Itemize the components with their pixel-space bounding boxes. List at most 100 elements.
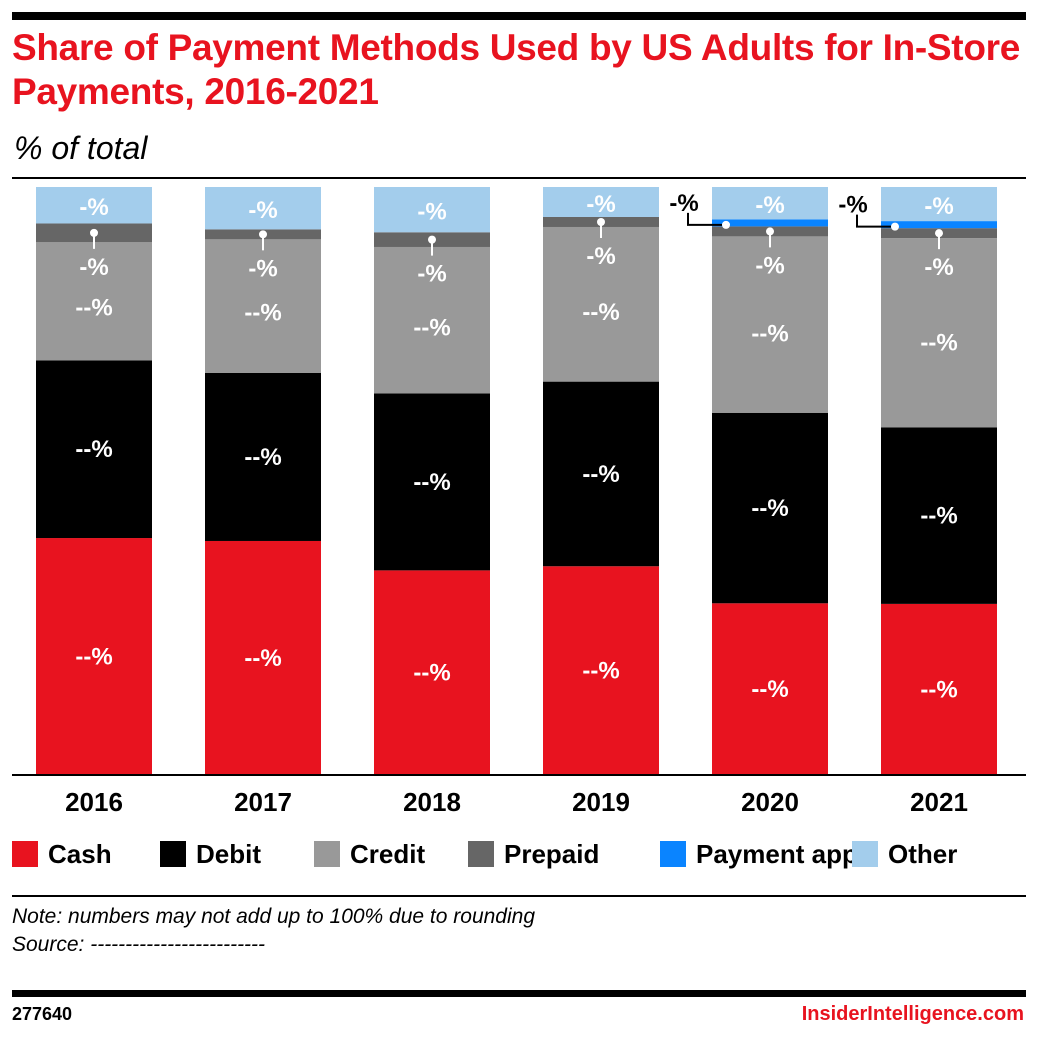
bar-2020-cash (712, 603, 828, 775)
legend-divider (12, 895, 1026, 897)
bar-2021-credit (881, 238, 997, 428)
bar-2017-other (205, 187, 321, 230)
callout-dot-2020-payment-app (722, 220, 730, 229)
data-label-2020-prepaid: -% (755, 252, 784, 279)
chart-subtitle: % of total (14, 130, 148, 166)
legend-swatch-cash (12, 841, 38, 867)
brand-link[interactable]: InsiderIntelligence.com (801, 1003, 1024, 1025)
legend-swatch-payment-app (660, 841, 686, 867)
data-label-2016-debit: --% (75, 436, 112, 463)
bar-2021-payment-app (881, 221, 997, 229)
legend-item-cash: Cash (12, 836, 112, 872)
header-divider (12, 177, 1026, 179)
data-label-2016-other: -% (79, 194, 108, 221)
data-label-2021-payment-app: -% (838, 192, 867, 219)
data-label-2021-debit: --% (920, 503, 957, 530)
legend-swatch-credit (314, 841, 340, 867)
footnote: Note: numbers may not add up to 100% due… (12, 905, 536, 928)
legend-item-prepaid: Prepaid (468, 836, 599, 872)
x-tick-2016: 2016 (65, 787, 123, 817)
callouts-group (90, 212, 943, 256)
callout-dot-2021-payment-app (891, 222, 899, 231)
stacked-bar-chart: --% --% --% -% -% --% --% --% -% -% --% --% --% -% -% -… (12, 187, 1026, 817)
bar-2019-other (543, 187, 659, 217)
legend-swatch-debit (160, 841, 186, 867)
data-label-2016-credit: --% (75, 294, 112, 321)
data-label-2021-credit: --% (920, 329, 957, 356)
data-label-2018-prepaid: -% (417, 261, 446, 288)
legend: Cash Debit Credit Prepaid Payment app Other (12, 836, 1026, 872)
callout-line-2020-payment-app (687, 212, 722, 226)
x-axis-ticks: 2016 2017 2018 2019 2020 2021 (65, 787, 968, 817)
source-line: Source: ------------------------- (12, 933, 266, 956)
top-rule (12, 12, 1026, 20)
data-label-2020-payment-app: -% (669, 190, 698, 217)
data-label-2019-credit: --% (582, 299, 619, 326)
bar-2018-credit (374, 246, 490, 394)
x-tick-2017: 2017 (234, 787, 292, 817)
callout-line-2021-payment-app (856, 214, 891, 228)
bars-group (36, 187, 997, 775)
data-label-2016-cash: --% (75, 644, 112, 671)
bar-2018-cash (374, 570, 490, 775)
legend-label-cash: Cash (48, 838, 112, 869)
data-label-2020-credit: --% (751, 320, 788, 347)
legend-label-prepaid: Prepaid (504, 838, 600, 869)
legend-item-payment-app: Payment app (660, 836, 858, 872)
x-tick-2020: 2020 (741, 787, 799, 817)
bar-2019-credit (543, 226, 659, 382)
x-tick-2019: 2019 (572, 787, 630, 817)
bar-2020-debit (712, 412, 828, 604)
legend-label-other: Other (888, 838, 958, 869)
bar-2016-debit (36, 360, 152, 539)
legend-item-debit: Debit (160, 836, 261, 872)
data-label-2018-debit: --% (413, 469, 450, 496)
segment-labels-group: --% --% --% -% -% --% --% --% -% -% --% --% --% -% -% -… (75, 190, 957, 704)
data-label-2019-cash: --% (582, 658, 619, 685)
bar-2016-credit (36, 242, 152, 361)
data-label-2021-other: -% (924, 193, 953, 220)
data-label-2021-cash: --% (920, 676, 957, 703)
bar-2017-credit (205, 239, 321, 373)
bar-2016-cash (36, 538, 152, 775)
data-label-2020-debit: --% (751, 495, 788, 522)
legend-item-credit: Credit (314, 836, 425, 872)
data-label-2020-cash: --% (751, 676, 788, 703)
bar-2016-other (36, 187, 152, 224)
bar-2021-debit (881, 427, 997, 604)
bar-2020-credit (712, 236, 828, 413)
x-tick-2021: 2021 (910, 787, 968, 817)
bar-2019-cash (543, 566, 659, 775)
bar-2021-cash (881, 603, 997, 775)
bar-2018-debit (374, 393, 490, 571)
bar-2021-other (881, 187, 997, 222)
data-label-2017-prepaid: -% (248, 255, 277, 282)
legend-item-other: Other (852, 836, 957, 872)
data-label-2018-other: -% (417, 199, 446, 226)
legend-label-credit: Credit (350, 838, 426, 869)
data-label-2021-prepaid: -% (924, 254, 953, 281)
data-label-2019-other: -% (586, 191, 615, 218)
data-label-2017-debit: --% (244, 444, 281, 471)
data-label-2020-other: -% (755, 192, 784, 219)
bar-2020-other (712, 187, 828, 220)
data-label-2018-credit: --% (413, 315, 450, 342)
data-label-2018-cash: --% (413, 660, 450, 687)
chart-title: Share of Payment Methods Used by US Adul… (12, 27, 1020, 112)
data-label-2017-cash: --% (244, 645, 281, 672)
bar-2017-debit (205, 372, 321, 541)
data-label-2017-other: -% (248, 197, 277, 224)
bar-2017-cash (205, 540, 321, 775)
data-label-2019-debit: --% (582, 461, 619, 488)
legend-label-debit: Debit (196, 838, 261, 869)
legend-swatch-prepaid (468, 841, 494, 867)
legend-label-payment-app: Payment app (696, 838, 858, 869)
bar-2019-debit (543, 381, 659, 567)
bar-2020-payment-app (712, 219, 828, 227)
x-tick-2018: 2018 (403, 787, 461, 817)
data-label-2016-prepaid: -% (79, 254, 108, 281)
legend-swatch-other (852, 841, 878, 867)
bottom-rule (12, 990, 1026, 997)
data-label-2017-credit: --% (244, 300, 281, 327)
bar-2018-other (374, 187, 490, 233)
